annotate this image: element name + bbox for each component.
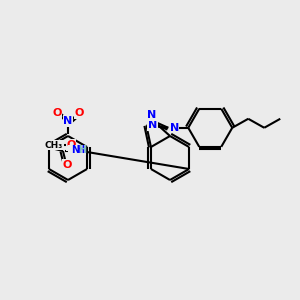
Text: N: N <box>63 116 73 126</box>
Text: N: N <box>71 145 79 155</box>
Text: N: N <box>148 121 157 130</box>
Text: H: H <box>78 145 86 155</box>
Text: N: N <box>169 123 179 133</box>
Text: NH: NH <box>69 145 85 155</box>
Text: O: O <box>62 160 72 170</box>
Text: O: O <box>52 108 62 118</box>
Text: CH₃: CH₃ <box>45 140 63 149</box>
Text: O: O <box>66 140 76 150</box>
Text: N: N <box>147 110 156 120</box>
Text: O: O <box>74 108 84 118</box>
